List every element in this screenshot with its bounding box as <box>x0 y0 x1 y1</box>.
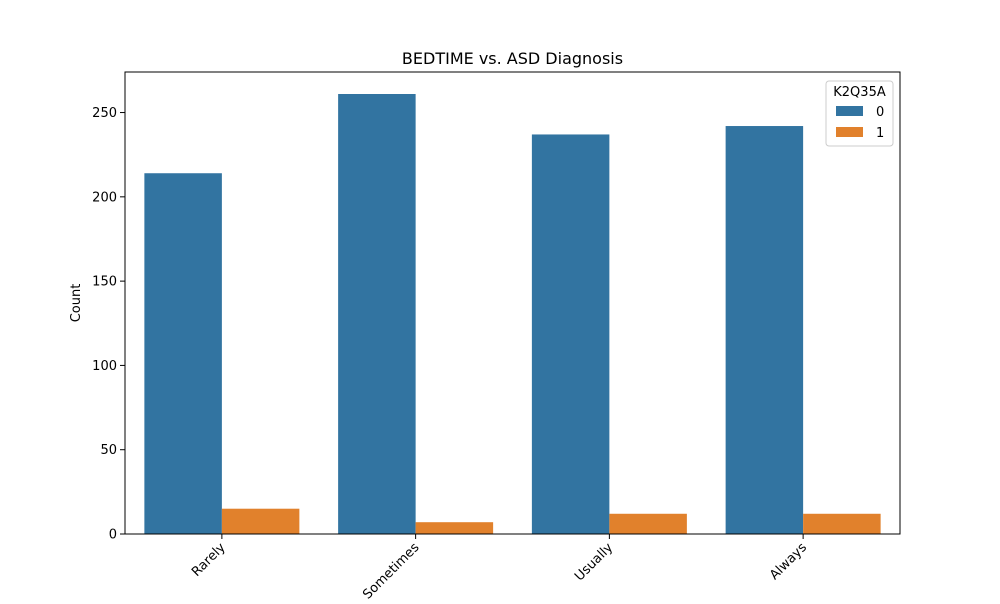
x-tick-label-usually: Usually <box>572 540 616 584</box>
legend-title: K2Q35A <box>833 85 886 100</box>
x-tick-label-always: Always <box>767 540 810 583</box>
bar-sometimes-series-1 <box>415 522 494 534</box>
legend-label-1: 1 <box>876 126 884 141</box>
legend-label-0: 0 <box>876 105 884 120</box>
y-tick-label: 0 <box>109 528 117 543</box>
y-axis: 0 50 100 150 200 250 <box>92 106 125 543</box>
bar-rarely-series-0 <box>144 173 222 535</box>
y-tick-label: 200 <box>92 190 117 205</box>
bar-sometimes-series-0 <box>338 94 416 534</box>
legend-swatch-0 <box>836 106 863 116</box>
legend-entries: 01 <box>836 105 884 141</box>
x-tick-label-sometimes: Sometimes <box>360 540 422 600</box>
y-tick-label: 100 <box>92 359 117 374</box>
y-axis-title: Count <box>69 284 84 323</box>
legend-swatch-1 <box>836 127 863 137</box>
legend: K2Q35A 01 <box>825 80 894 147</box>
plot-frame <box>124 71 901 535</box>
y-tick-label: 150 <box>92 275 117 290</box>
x-tick-label-rarely: Rarely <box>189 540 229 580</box>
bar-rarely-series-1 <box>221 508 300 534</box>
bar-usually-series-1 <box>609 513 687 534</box>
bar-usually-series-0 <box>531 134 610 534</box>
bars-group <box>144 94 881 535</box>
chart-title: BEDTIME vs. ASD Diagnosis <box>402 49 623 68</box>
bar-always-series-0 <box>725 126 804 535</box>
x-axis: Rarely Sometimes Usually Always <box>189 534 810 602</box>
y-tick-label: 250 <box>92 106 117 121</box>
bar-always-series-1 <box>803 513 881 534</box>
y-tick-label: 50 <box>100 443 117 458</box>
